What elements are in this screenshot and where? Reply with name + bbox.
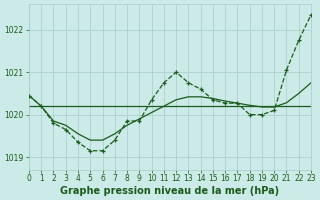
X-axis label: Graphe pression niveau de la mer (hPa): Graphe pression niveau de la mer (hPa) bbox=[60, 186, 280, 196]
